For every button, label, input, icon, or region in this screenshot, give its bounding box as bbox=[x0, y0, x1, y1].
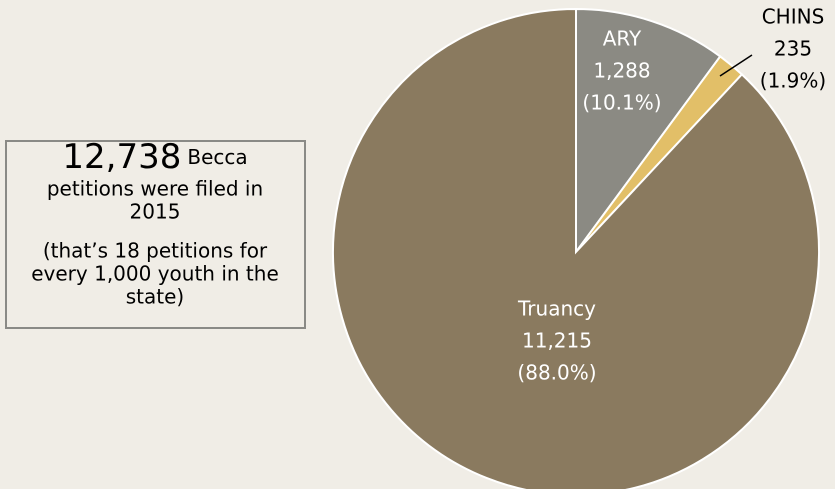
annotation-note: (that’s 18 petitions for bbox=[43, 239, 268, 263]
leader-line bbox=[719, 54, 753, 77]
annotation-line: petitions were filed in bbox=[47, 177, 263, 201]
slice-value: 11,215 bbox=[522, 329, 592, 353]
slice-category: CHINS bbox=[762, 5, 825, 29]
pie bbox=[332, 7, 820, 489]
total-number: 12,738 bbox=[62, 137, 181, 177]
annotation-box bbox=[5, 140, 306, 329]
slice-percent: (88.0%) bbox=[517, 361, 596, 385]
slice-percent: (10.1%) bbox=[582, 91, 661, 115]
annotation-note: state) bbox=[126, 285, 184, 309]
annotation-line: 2015 bbox=[130, 200, 181, 224]
pie-slice bbox=[332, 7, 820, 489]
slice-category: ARY bbox=[603, 27, 642, 51]
annotation-note: every 1,000 youth in the bbox=[31, 262, 279, 286]
slice-value: 1,288 bbox=[593, 59, 650, 83]
pie-slice bbox=[575, 7, 722, 256]
slice-percent: (1.9%) bbox=[760, 69, 826, 93]
annotation-headline: 12,738 Becca bbox=[62, 137, 247, 177]
slice-value: 235 bbox=[774, 37, 812, 61]
slice-category: Truancy bbox=[517, 297, 596, 321]
annotation-line: Becca bbox=[187, 145, 247, 169]
